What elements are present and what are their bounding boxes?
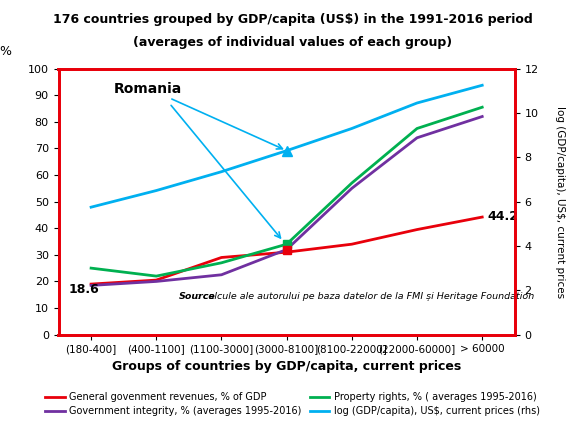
Text: Romania: Romania	[114, 82, 182, 96]
Text: 18.6: 18.6	[68, 284, 99, 296]
Text: Source: Source	[179, 292, 216, 301]
Text: 176 countries grouped by GDP/capita (US$) in the 1991-2016 period: 176 countries grouped by GDP/capita (US$…	[53, 13, 532, 26]
Text: 44.2: 44.2	[487, 210, 518, 223]
Y-axis label: log (GDP/capita), US$, current prices: log (GDP/capita), US$, current prices	[555, 106, 565, 298]
X-axis label: Groups of countries by GDP/capita, current prices: Groups of countries by GDP/capita, curre…	[112, 360, 462, 373]
Legend: General govenment revenues, % of GDP, Government integrity, % (averages 1995-201: General govenment revenues, % of GDP, Go…	[41, 388, 544, 420]
Text: (averages of individual values of each group): (averages of individual values of each g…	[133, 36, 452, 49]
Text: : calcule ale autorului pe baza datelor de la FMI și Heritage Foundation: : calcule ale autorului pe baza datelor …	[197, 292, 535, 301]
Text: %: %	[0, 45, 11, 58]
